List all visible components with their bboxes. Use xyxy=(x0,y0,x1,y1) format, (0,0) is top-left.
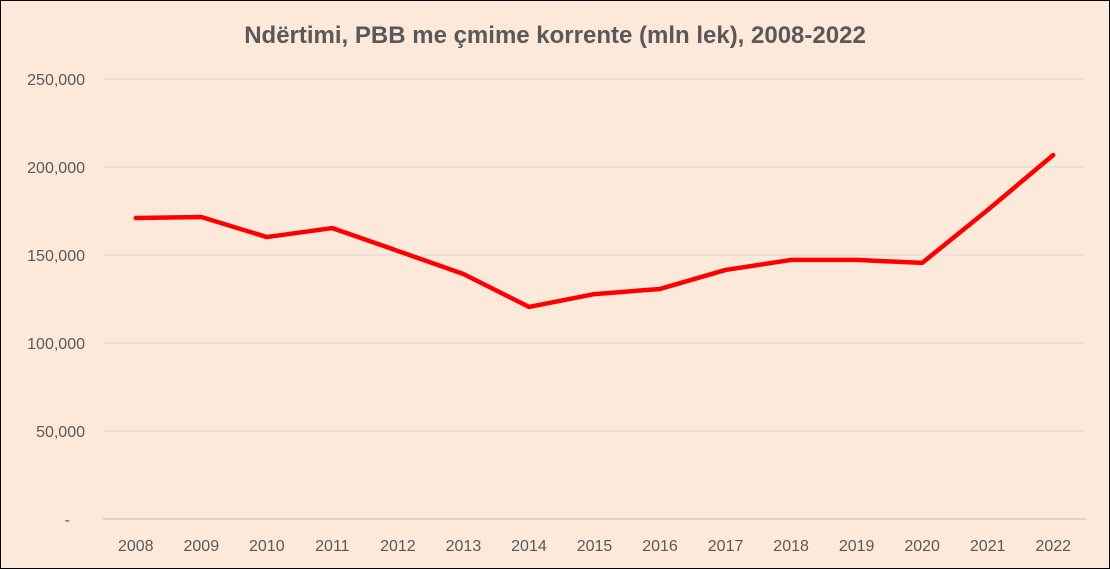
x-tick-label: 2018 xyxy=(773,538,809,555)
x-tick-label: 2022 xyxy=(1035,538,1071,555)
x-tick-label: 2014 xyxy=(511,538,547,555)
x-tick-label: 2009 xyxy=(184,538,220,555)
x-tick-label: 2019 xyxy=(839,538,875,555)
y-tick-label: 150,000 xyxy=(27,248,85,265)
x-tick-label: 2021 xyxy=(970,538,1006,555)
x-tick-label: 2010 xyxy=(249,538,285,555)
x-tick-label: 2015 xyxy=(577,538,613,555)
y-tick-label: 250,000 xyxy=(27,72,85,89)
x-tick-label: 2013 xyxy=(446,538,482,555)
x-tick-label: 2011 xyxy=(315,538,350,555)
x-tick-label: 2017 xyxy=(708,538,744,555)
x-tick-label: 2020 xyxy=(904,538,940,555)
y-tick-label: 200,000 xyxy=(27,160,85,177)
series-line xyxy=(133,152,1056,310)
x-tick-label: 2012 xyxy=(380,538,416,555)
y-tick-label: - xyxy=(65,512,70,529)
y-tick-label: 100,000 xyxy=(27,336,85,353)
x-tick-label: 2016 xyxy=(642,538,678,555)
chart-title: Ndërtimi, PBB me çmime korrente (mln lek… xyxy=(244,22,866,49)
x-tick-label: 2008 xyxy=(118,538,154,555)
y-tick-label: 50,000 xyxy=(36,424,85,441)
